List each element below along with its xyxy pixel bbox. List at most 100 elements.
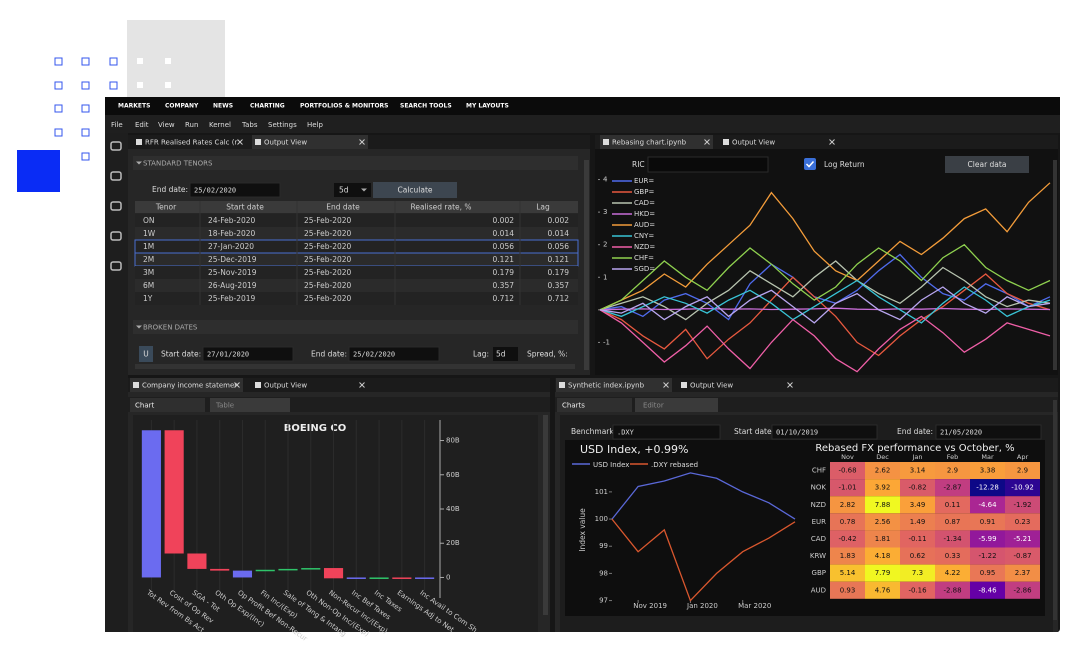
table-cell: 25-Dec-2019 [208, 255, 257, 264]
cell-label: -0.82 [908, 484, 926, 492]
sidebar-icon[interactable] [110, 231, 122, 241]
input[interactable] [202, 346, 294, 362]
submenu-item[interactable]: Edit [135, 121, 149, 129]
sidebar-icon[interactable] [110, 261, 122, 271]
plot-area [133, 415, 538, 632]
menu-item[interactable]: MARKETS [118, 103, 150, 110]
scrollbar [543, 415, 548, 615]
table-cell: 0.014 [548, 229, 570, 238]
tab-label: Output View [264, 139, 307, 147]
submenu-item[interactable]: Help [307, 121, 324, 129]
column-header: Start date [226, 203, 264, 212]
input[interactable] [647, 156, 769, 173]
sidebar-icon[interactable] [110, 201, 122, 211]
panel [595, 135, 1058, 375]
tab-icon [681, 382, 687, 388]
column-header: Tenor [155, 203, 177, 212]
button[interactable] [373, 182, 457, 198]
menu-item[interactable]: CHARTING [250, 103, 285, 110]
heat-cell [1005, 513, 1040, 531]
subtab-label: Editor [643, 402, 664, 410]
tab-icon [603, 139, 609, 145]
menu-item[interactable]: NEWS [213, 103, 233, 110]
chart-title: USD Index, +0.99% [580, 443, 688, 456]
submenu-item[interactable]: Run [185, 121, 198, 129]
close-icon [234, 382, 240, 388]
tab[interactable] [600, 135, 713, 149]
select[interactable] [493, 347, 518, 361]
row-label: AUD [811, 586, 826, 594]
table-cell: 1W [143, 229, 156, 238]
cell-label: 4.18 [875, 552, 891, 560]
subtab-label: Chart [135, 402, 154, 410]
column-label: Nov [841, 453, 854, 461]
heat-cell [865, 547, 900, 565]
table-cell: 3M [143, 268, 154, 277]
heat-cell [1005, 462, 1040, 480]
menu-item[interactable]: SEARCH TOOLS [400, 103, 452, 110]
table-cell: 0.056 [493, 242, 515, 251]
tab[interactable] [556, 378, 672, 392]
section-title: STANDARD TENORS [143, 160, 213, 168]
menu-item[interactable]: PORTFOLIOS & MONITORS [300, 103, 389, 110]
subtab[interactable] [635, 398, 718, 412]
submenu-item[interactable]: Settings [268, 121, 297, 129]
input[interactable] [348, 346, 440, 362]
chart-title: Rebased FX performance vs October, % [815, 443, 1014, 454]
subtab[interactable] [210, 398, 290, 412]
heat-cell [1005, 479, 1040, 497]
table-cell: 0.056 [548, 242, 570, 251]
close-icon [359, 139, 365, 145]
table-cell: 25-Feb-2020 [304, 255, 352, 264]
cell-label: 3.92 [875, 484, 891, 492]
legend-label: HKD= [634, 210, 655, 218]
label: Spread, %: [527, 350, 568, 359]
table-cell: 0.121 [548, 255, 570, 264]
submenu-item[interactable]: Kernel [209, 121, 231, 129]
submenu-item[interactable]: File [111, 121, 123, 129]
heat-cell [935, 479, 970, 497]
menu-item[interactable]: COMPANY [165, 103, 199, 110]
cell-label: -1.92 [1013, 501, 1031, 509]
bar [392, 577, 412, 579]
select[interactable] [334, 183, 371, 197]
button[interactable] [945, 156, 1029, 173]
decor-dot [109, 81, 118, 90]
submenu-item[interactable]: Tabs [241, 121, 258, 129]
cell-label: -0.87 [1013, 552, 1031, 560]
heat-cell [970, 564, 1005, 582]
input[interactable] [189, 182, 281, 198]
decor-dot [54, 57, 63, 66]
subtab[interactable] [557, 398, 632, 412]
tab[interactable] [678, 378, 796, 392]
legend-label: CHF= [634, 254, 654, 262]
heat-cell [935, 513, 970, 531]
legend-label: SGD= [634, 265, 655, 273]
input[interactable] [935, 424, 1042, 440]
sidebar-icon[interactable] [110, 141, 122, 151]
input[interactable] [612, 424, 721, 440]
tab[interactable] [130, 378, 243, 392]
submenu-item[interactable]: View [158, 121, 175, 129]
checkmark [805, 160, 815, 168]
tab[interactable] [720, 135, 838, 149]
sidebar-icon[interactable] [110, 171, 122, 181]
label: Lag: [473, 350, 489, 359]
close-icon [787, 382, 793, 388]
tab[interactable] [252, 135, 368, 149]
subtab[interactable] [130, 398, 205, 412]
checkbox[interactable] [804, 158, 816, 170]
sidebar [105, 133, 128, 632]
menu-item[interactable]: MY LAYOUTS [466, 103, 509, 110]
chart-title: BOEING CO [284, 423, 347, 434]
input[interactable] [771, 424, 878, 440]
cell-label: 2.9 [1017, 467, 1028, 475]
button[interactable] [139, 346, 153, 362]
table-cell: 25-Feb-2020 [304, 281, 352, 290]
menu-bar [105, 97, 1060, 115]
tab[interactable] [133, 135, 246, 149]
heat-cell [865, 479, 900, 497]
tab[interactable] [252, 378, 368, 392]
table-cell: 1M [143, 242, 154, 251]
